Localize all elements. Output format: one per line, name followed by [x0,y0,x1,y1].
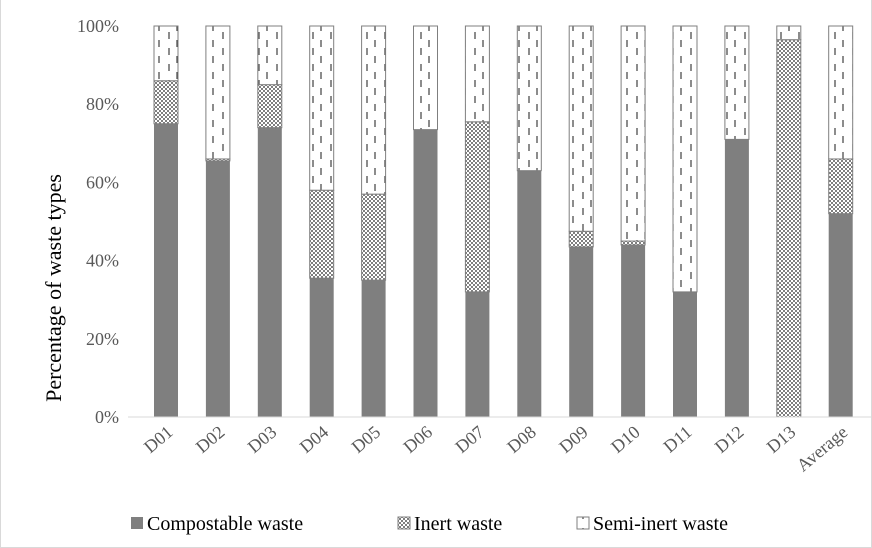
y-tick-label: 0% [95,407,119,427]
bar-segment-semi-inert-waste-d12 [724,25,750,140]
bar-segment-semi-inert-waste-d09 [568,25,594,232]
bar-segment-semi-inert-waste-d03 [257,25,283,86]
bar-segment-inert-waste-average [828,158,854,215]
x-tick-label: D09 [555,422,592,457]
y-tick-label: 20% [86,329,119,349]
bar-segment-inert-waste-d10 [620,240,646,246]
bar-segment-compostable-waste-d10 [621,244,646,417]
bar-segment-semi-inert-waste-d08 [516,25,542,172]
y-axis-title: Percentage of waste types [41,174,66,402]
bar-segment-semi-inert-waste-d01 [153,25,179,82]
bar-segment-compostable-waste-d09 [569,246,594,417]
bar-segment-compostable-waste-d11 [673,291,697,417]
x-tick-label: D07 [451,422,488,457]
bars-group [153,25,854,418]
x-tick-label: D11 [659,422,695,457]
bar-segment-compostable-waste-average [828,213,853,417]
x-tick-label: D08 [503,422,540,457]
bar-segment-compostable-waste-d06 [413,129,438,418]
bar-segment-semi-inert-waste-d07 [464,25,490,123]
bar-segment-inert-waste-d03 [257,84,283,129]
bar-segment-semi-inert-waste-d10 [620,25,646,242]
bar-segment-compostable-waste-d03 [257,127,282,417]
x-tick-label: D03 [244,422,281,457]
x-tick-label: Average [793,422,852,476]
y-tick-label: 80% [86,94,119,114]
legend-label: Semi-inert waste [593,513,728,535]
legend-label: Inert waste [414,513,502,535]
x-tick-label: D12 [711,422,748,457]
bar-segment-inert-waste-d09 [568,230,594,248]
bar-segment-inert-waste-d01 [153,80,179,125]
y-tick-label: 100% [77,16,119,36]
bar-segment-compostable-waste-d02 [205,160,230,417]
bar-segment-semi-inert-waste-d05 [361,25,387,195]
bar-segment-compostable-waste-d07 [465,291,490,417]
x-tick-label: D10 [607,422,644,457]
bar-segment-semi-inert-waste-average [828,25,854,160]
x-tick-label: D01 [140,422,177,457]
bar-segment-inert-waste-d05 [361,193,387,281]
x-tick-label: D13 [763,422,800,457]
x-tick-label: D06 [399,422,436,457]
legend-swatch [397,516,411,530]
y-tick-label: 60% [86,172,119,192]
bar-segment-semi-inert-waste-d02 [205,25,231,160]
x-tick-label: D04 [296,422,333,457]
bar-segment-compostable-waste-d12 [724,139,749,417]
bar-segment-semi-inert-waste-d13 [776,25,802,41]
bar-segment-compostable-waste-d05 [361,280,386,417]
bar-segment-semi-inert-waste-d06 [413,25,438,131]
bar-segment-semi-inert-waste-d04 [309,25,335,191]
bar-segment-compostable-waste-d08 [517,170,542,417]
y-tick-label: 40% [86,251,119,271]
x-tick-label: D02 [192,422,229,457]
bar-segment-inert-waste-d07 [464,121,490,293]
legend: Compostable waste Inert waste Semi-inert w… [131,513,728,535]
legend-label: Compostable waste [147,513,303,535]
bar-segment-compostable-waste-d01 [154,123,178,417]
legend-swatch [131,517,143,529]
bar-segment-inert-waste-d13 [776,39,802,418]
bar-segment-inert-waste-d04 [309,189,335,279]
bar-segment-semi-inert-waste-d11 [672,25,698,293]
legend-swatch [576,516,590,530]
x-tick-label: D05 [348,422,385,457]
bar-segment-compostable-waste-d04 [309,278,334,417]
x-axis-tick-labels: D01 D02 D03 D04 D05 D06 D07 D08 D09 D10 D11 D12 D13A… [140,422,851,476]
y-axis-tick-labels: 0% 20% 40% 60% 80% 100% [77,16,119,427]
